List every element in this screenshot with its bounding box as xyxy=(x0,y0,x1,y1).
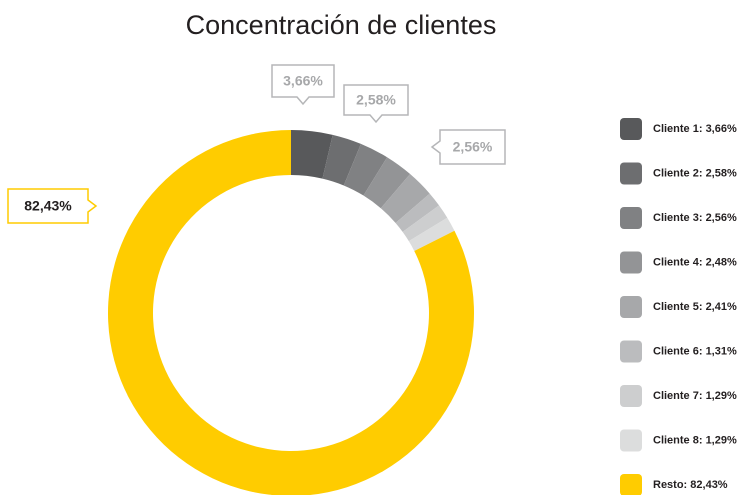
legend-label: Resto: 82,43% xyxy=(653,479,728,491)
chart-title: Concentración de clientes xyxy=(186,10,497,40)
legend-swatch xyxy=(620,296,642,318)
callout-label: 2,56% xyxy=(453,139,493,155)
legend-label: Cliente 8: 1,29% xyxy=(653,434,737,446)
donut-segment xyxy=(380,174,430,223)
callout-box xyxy=(430,129,506,165)
legend-label: Cliente 3: 2,56% xyxy=(653,212,737,224)
legend-label: Cliente 1: 3,66% xyxy=(653,123,737,135)
callout-box xyxy=(7,188,98,224)
legend-label: Cliente 7: 1,29% xyxy=(653,390,737,402)
legend-label: Cliente 4: 2,48% xyxy=(653,256,737,268)
callout-box xyxy=(343,84,409,124)
callout-label: 82,43% xyxy=(24,198,72,214)
callout-label: 2,58% xyxy=(356,92,396,108)
callout-label: 3,66% xyxy=(283,73,323,89)
legend-swatch xyxy=(620,385,642,407)
legend-swatch xyxy=(620,207,642,229)
legend-swatch xyxy=(620,429,642,452)
legend-label: Cliente 6: 1,31% xyxy=(653,345,737,357)
legend-label: Cliente 5: 2,41% xyxy=(653,301,737,313)
donut-segment xyxy=(291,130,333,179)
legend-swatch xyxy=(620,474,642,496)
donut-segment xyxy=(402,205,448,242)
legend-swatch xyxy=(620,162,642,185)
callout-box xyxy=(271,64,335,106)
legend-swatch xyxy=(620,118,642,140)
donut-segment xyxy=(408,217,455,251)
donut-segment xyxy=(363,157,411,209)
donut-segment xyxy=(322,134,361,186)
legend-label: Cliente 2: 2,58% xyxy=(653,167,737,179)
legend-swatch xyxy=(620,340,642,363)
legend-swatch xyxy=(620,251,642,274)
donut-segment xyxy=(395,193,440,232)
donut-segment xyxy=(343,143,388,196)
